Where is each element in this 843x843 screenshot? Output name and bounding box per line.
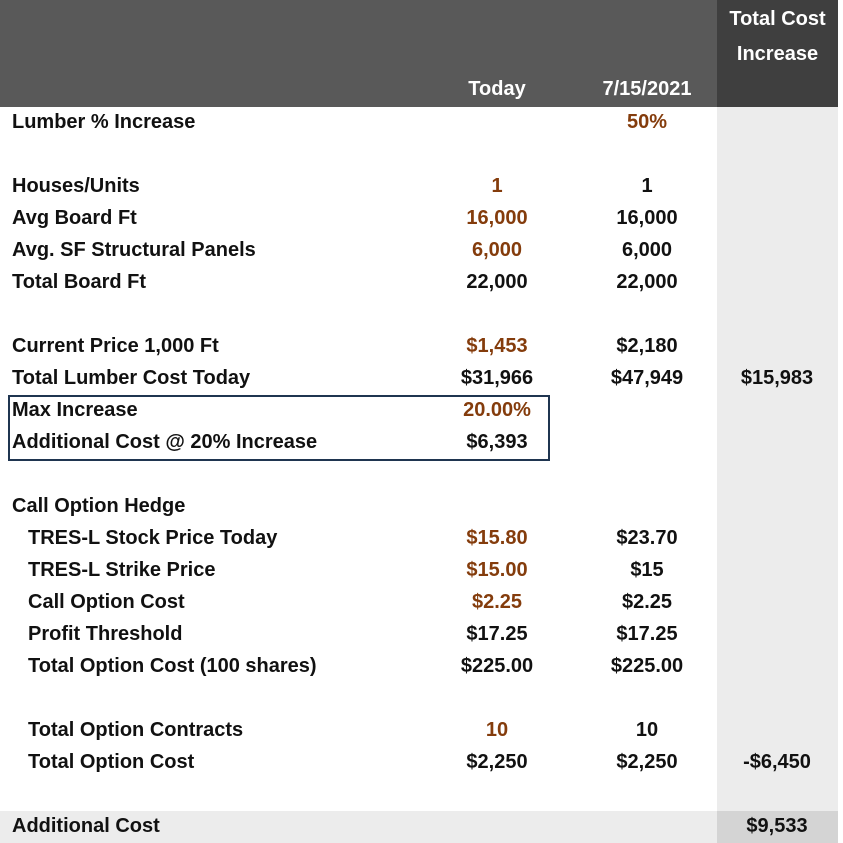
summary-row-band — [0, 811, 717, 843]
row-label: Avg Board Ft — [12, 207, 137, 229]
today-value: $15.80 — [466, 527, 528, 549]
total-value: -$6,450 — [743, 751, 811, 773]
today-value: 10 — [485, 719, 509, 741]
today-value: $1,453 — [466, 335, 528, 357]
header-total: Total Cost Increase — [729, 8, 826, 65]
row-label: Additional Cost @ 20% Increase — [12, 431, 318, 453]
row-label: Profit Threshold — [28, 623, 183, 645]
header-band — [0, 0, 717, 107]
future-value: 50% — [626, 111, 668, 133]
total-column-band — [717, 107, 838, 843]
today-value: $2.25 — [471, 591, 523, 613]
today-value: $225.00 — [460, 655, 534, 677]
row-label: Houses/Units — [12, 175, 140, 197]
row-label: Total Option Cost — [28, 751, 195, 773]
row-label: Total Option Cost (100 shares) — [28, 655, 317, 677]
today-value: $31,966 — [460, 367, 534, 389]
today-value: $6,393 — [466, 431, 528, 453]
summary-total-band — [717, 811, 838, 843]
today-value: $15.00 — [466, 559, 528, 581]
today-value: 20.00% — [463, 399, 531, 421]
future-value: $2,180 — [616, 335, 678, 357]
today-value: 16,000 — [466, 207, 528, 229]
row-label: Call Option Hedge — [12, 495, 186, 517]
row-label: Total Option Contracts — [28, 719, 244, 741]
row-label: TRES-L Strike Price — [28, 559, 216, 581]
row-label: TRES-L Stock Price Today — [28, 527, 278, 549]
row-label: Current Price 1,000 Ft — [12, 335, 219, 357]
highlight-box — [8, 395, 550, 461]
future-value: $23.70 — [616, 527, 678, 549]
header-future: 7/15/2021 — [602, 78, 692, 100]
row-label: Call Option Cost — [28, 591, 185, 613]
today-value: 6,000 — [471, 239, 523, 261]
header-today: Today — [468, 78, 526, 100]
row-label: Additional Cost — [12, 815, 160, 837]
header-total-band — [717, 0, 838, 107]
future-value: 10 — [635, 719, 659, 741]
row-label: Total Lumber Cost Today — [12, 367, 251, 389]
future-value: $2,250 — [616, 751, 678, 773]
row-label: Lumber % Increase — [12, 111, 196, 133]
future-value: 6,000 — [621, 239, 673, 261]
total-value: $9,533 — [746, 815, 808, 837]
row-label: Total Board Ft — [12, 271, 147, 293]
future-value: 1 — [641, 175, 653, 197]
today-value: 1 — [491, 175, 503, 197]
today-value: $17.25 — [466, 623, 528, 645]
today-value: 22,000 — [466, 271, 528, 293]
future-value: $15 — [630, 559, 664, 581]
future-value: $47,949 — [610, 367, 684, 389]
row-label: Max Increase — [12, 399, 138, 421]
future-value: $2.25 — [621, 591, 673, 613]
row-label: Avg. SF Structural Panels — [12, 239, 256, 261]
future-value: $17.25 — [616, 623, 678, 645]
future-value: $225.00 — [610, 655, 684, 677]
future-value: 22,000 — [616, 271, 678, 293]
total-value: $15,983 — [740, 367, 814, 389]
future-value: 16,000 — [616, 207, 678, 229]
today-value: $2,250 — [466, 751, 528, 773]
